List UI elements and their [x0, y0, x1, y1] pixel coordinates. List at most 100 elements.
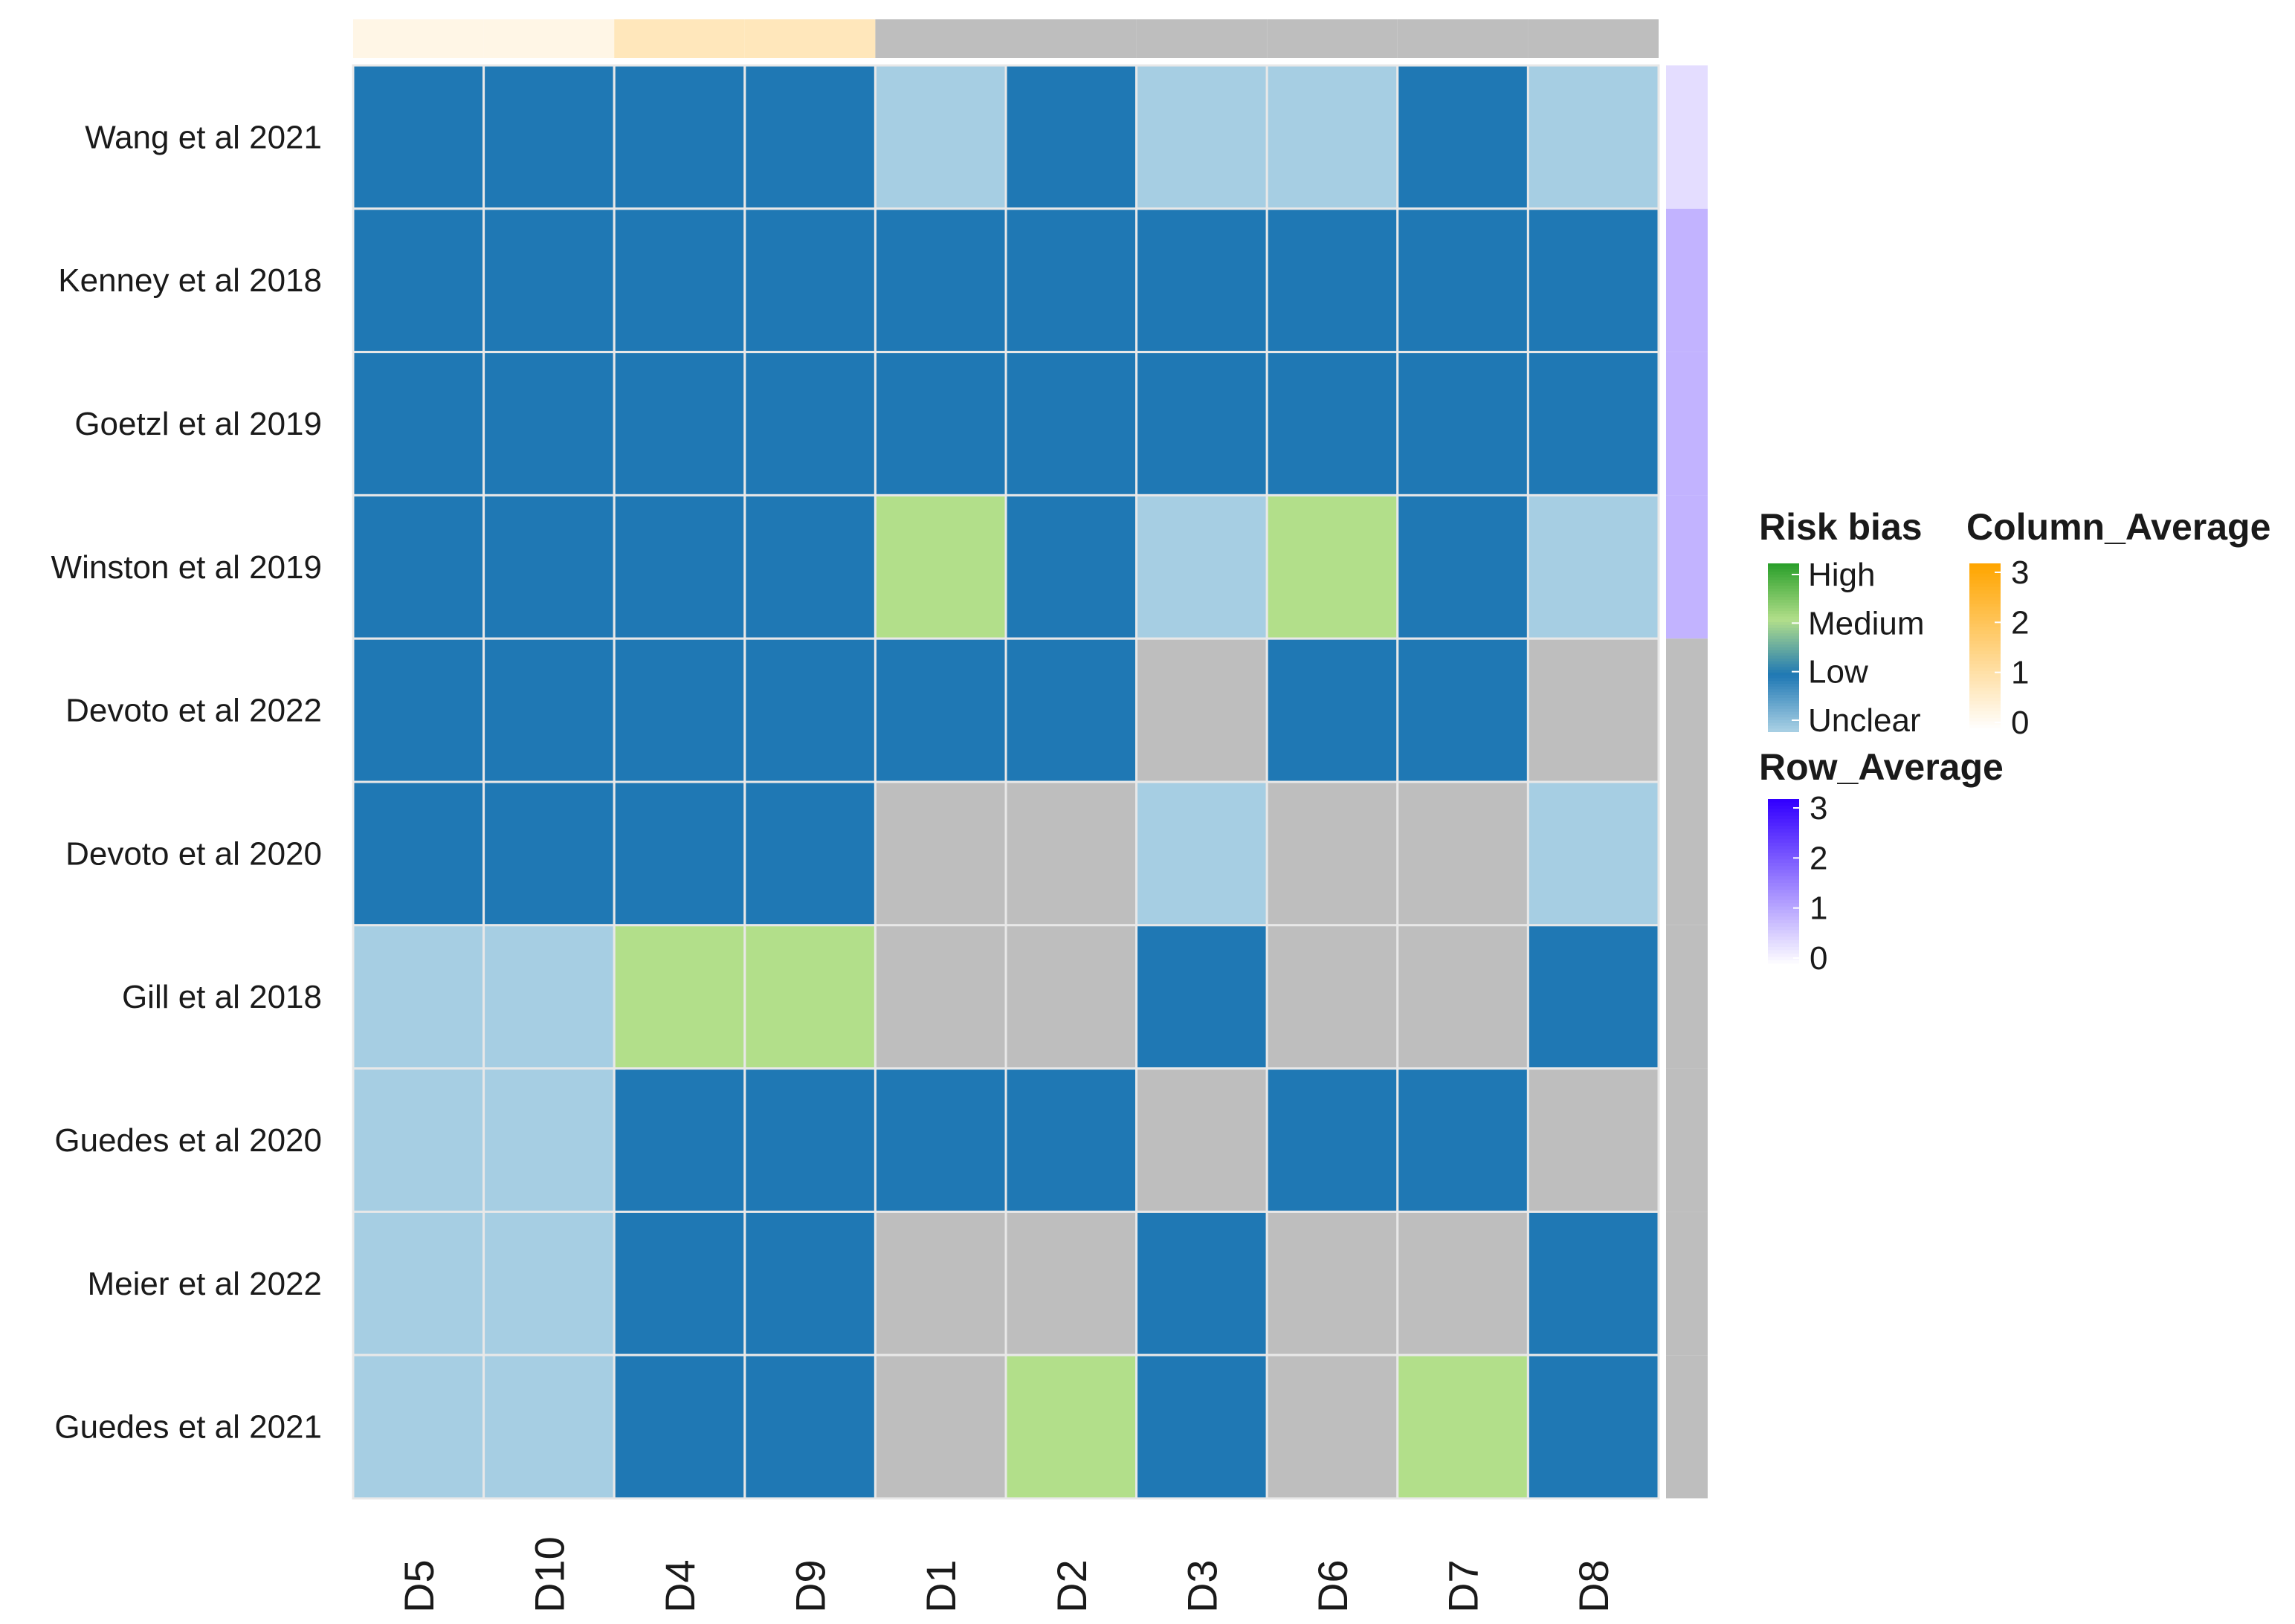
column-average-colorbar-segment [1969, 708, 2001, 712]
column-average-colorbar-segment [1969, 577, 2001, 581]
row-label: Devoto et al 2020 [65, 835, 322, 872]
row-label: Guedes et al 2020 [54, 1122, 322, 1159]
column-label: D9 [787, 1559, 834, 1613]
risk-bias-colorbar-segment [1768, 728, 1799, 732]
column-average-colorbar-segment [1969, 674, 2001, 679]
row-average-colorbar-segment [1768, 839, 1799, 844]
row-average-cell [1666, 495, 1708, 639]
row-average-colorbar-segment [1768, 939, 1799, 945]
column-label: D2 [1048, 1559, 1095, 1613]
risk-bias-colorbar-segment [1768, 659, 1799, 662]
heatmap-cell [1396, 780, 1529, 927]
row-average-cell [1666, 638, 1708, 782]
row-average-colorbar-segment [1768, 859, 1799, 864]
heatmap-cell [1396, 207, 1529, 354]
column-average-colorbar-segment [1969, 647, 2001, 652]
column-average-colorbar [1969, 563, 2001, 732]
risk-bias-colorbar-segment [1768, 686, 1799, 690]
column-average-colorbar-segment [1969, 583, 2001, 588]
heatmap-cell [1526, 1353, 1660, 1500]
heatmap-cell [1396, 64, 1529, 210]
column-average-colorbar-segment [1969, 657, 2001, 662]
risk-bias-colorbar-segment [1768, 638, 1799, 643]
heatmap-cell [352, 207, 485, 354]
column-average-colorbar-segment [1969, 627, 2001, 632]
column-average-colorbar-segment [1969, 586, 2001, 592]
row-average-colorbar-segment [1768, 910, 1799, 914]
heatmap-cell [874, 780, 1007, 927]
row-average-colorbar-segment [1768, 946, 1799, 951]
risk-bias-colorbar-segment [1768, 650, 1799, 654]
row-average-colorbar-segment [1768, 869, 1799, 874]
column-average-colorbar-segment [1969, 613, 2001, 618]
risk-bias-legend-title: Risk bias [1759, 506, 1923, 548]
row-average-colorbar-segment [1768, 903, 1799, 908]
heatmap-cell [1526, 924, 1660, 1070]
heatmap-cell [1004, 494, 1138, 640]
heatmap-cell [613, 494, 746, 640]
risk-bias-colorbar-segment [1768, 681, 1799, 685]
row-average-colorbar-segment [1768, 913, 1799, 918]
column-average-colorbar-segment [1969, 667, 2001, 672]
column-average-colorbar-segment [1969, 606, 2001, 612]
column-average-colorbar-segment [1969, 694, 2001, 699]
row-average-colorbar-segment [1768, 957, 1799, 961]
heatmap-cell [352, 924, 485, 1070]
risk-bias-colorbar [1768, 563, 1799, 732]
row-average-cell [1666, 65, 1708, 209]
column-average-colorbar-segment [1969, 701, 2001, 705]
heatmap-cell [613, 780, 746, 927]
heatmap-cell [1265, 1210, 1399, 1356]
row-label: Guedes et al 2021 [54, 1409, 322, 1446]
row-average-colorbar-segment [1768, 822, 1799, 827]
risk-bias-colorbar-segment [1768, 653, 1799, 657]
heatmap-cell [1004, 351, 1138, 496]
risk-bias-colorbar-segment [1768, 572, 1799, 576]
column-average-cell [1397, 19, 1529, 58]
risk-bias-colorbar-segment [1768, 706, 1799, 710]
row-average-colorbar-segment [1768, 943, 1799, 948]
risk-bias-legend-label: Medium [1808, 605, 1925, 641]
heatmap-cell [743, 494, 877, 640]
heatmap-cell [1135, 207, 1268, 354]
heatmap-cell [874, 1353, 1007, 1500]
heatmap-cell [743, 207, 877, 354]
heatmap-cell [743, 924, 877, 1070]
column-label: D3 [1178, 1559, 1225, 1613]
row-average-colorbar-segment [1768, 873, 1799, 877]
row-average-colorbar-segment [1768, 923, 1799, 928]
heatmap-cell [1396, 637, 1529, 783]
risk-bias-colorbar-segment [1768, 580, 1799, 584]
row-average-colorbar-segment [1768, 849, 1799, 854]
column-average-cell [1006, 19, 1137, 58]
risk-bias-colorbar-segment [1768, 656, 1799, 660]
row-average-tick-label: 1 [1810, 890, 1827, 927]
risk-bias-colorbar-segment [1768, 667, 1799, 671]
heatmap-cell [482, 207, 616, 354]
risk-bias-colorbar-segment [1768, 599, 1799, 604]
heatmap-cell [1135, 637, 1268, 783]
heatmap-cell [874, 64, 1007, 210]
heatmap-cell [482, 1210, 616, 1356]
risk-bias-colorbar-segment [1768, 586, 1799, 589]
column-label: D5 [396, 1559, 442, 1613]
column-average-cell [875, 19, 1006, 58]
column-label: D4 [656, 1559, 703, 1613]
column-average-colorbar-segment [1969, 593, 2001, 598]
column-average-colorbar-segment [1969, 664, 2001, 669]
row-average-cell [1666, 208, 1708, 352]
heatmap-cell [1135, 494, 1268, 640]
row-average-colorbar-segment [1768, 829, 1799, 834]
row-average-cell [1666, 1211, 1708, 1356]
row-label: Winston et al 2019 [51, 549, 322, 586]
column-average-colorbar-segment [1969, 684, 2001, 689]
row-average-colorbar-segment [1768, 812, 1799, 817]
row-average-colorbar-segment [1768, 799, 1799, 803]
heatmap-cell [1135, 1353, 1268, 1500]
risk-bias-colorbar-segment [1768, 591, 1799, 595]
row-average-colorbar-segment [1768, 809, 1799, 814]
column-average-colorbar-segment [1969, 714, 2001, 719]
column-average-cell [614, 19, 745, 58]
column-average-colorbar-segment [1969, 711, 2001, 716]
heatmap-cell [482, 1067, 616, 1213]
